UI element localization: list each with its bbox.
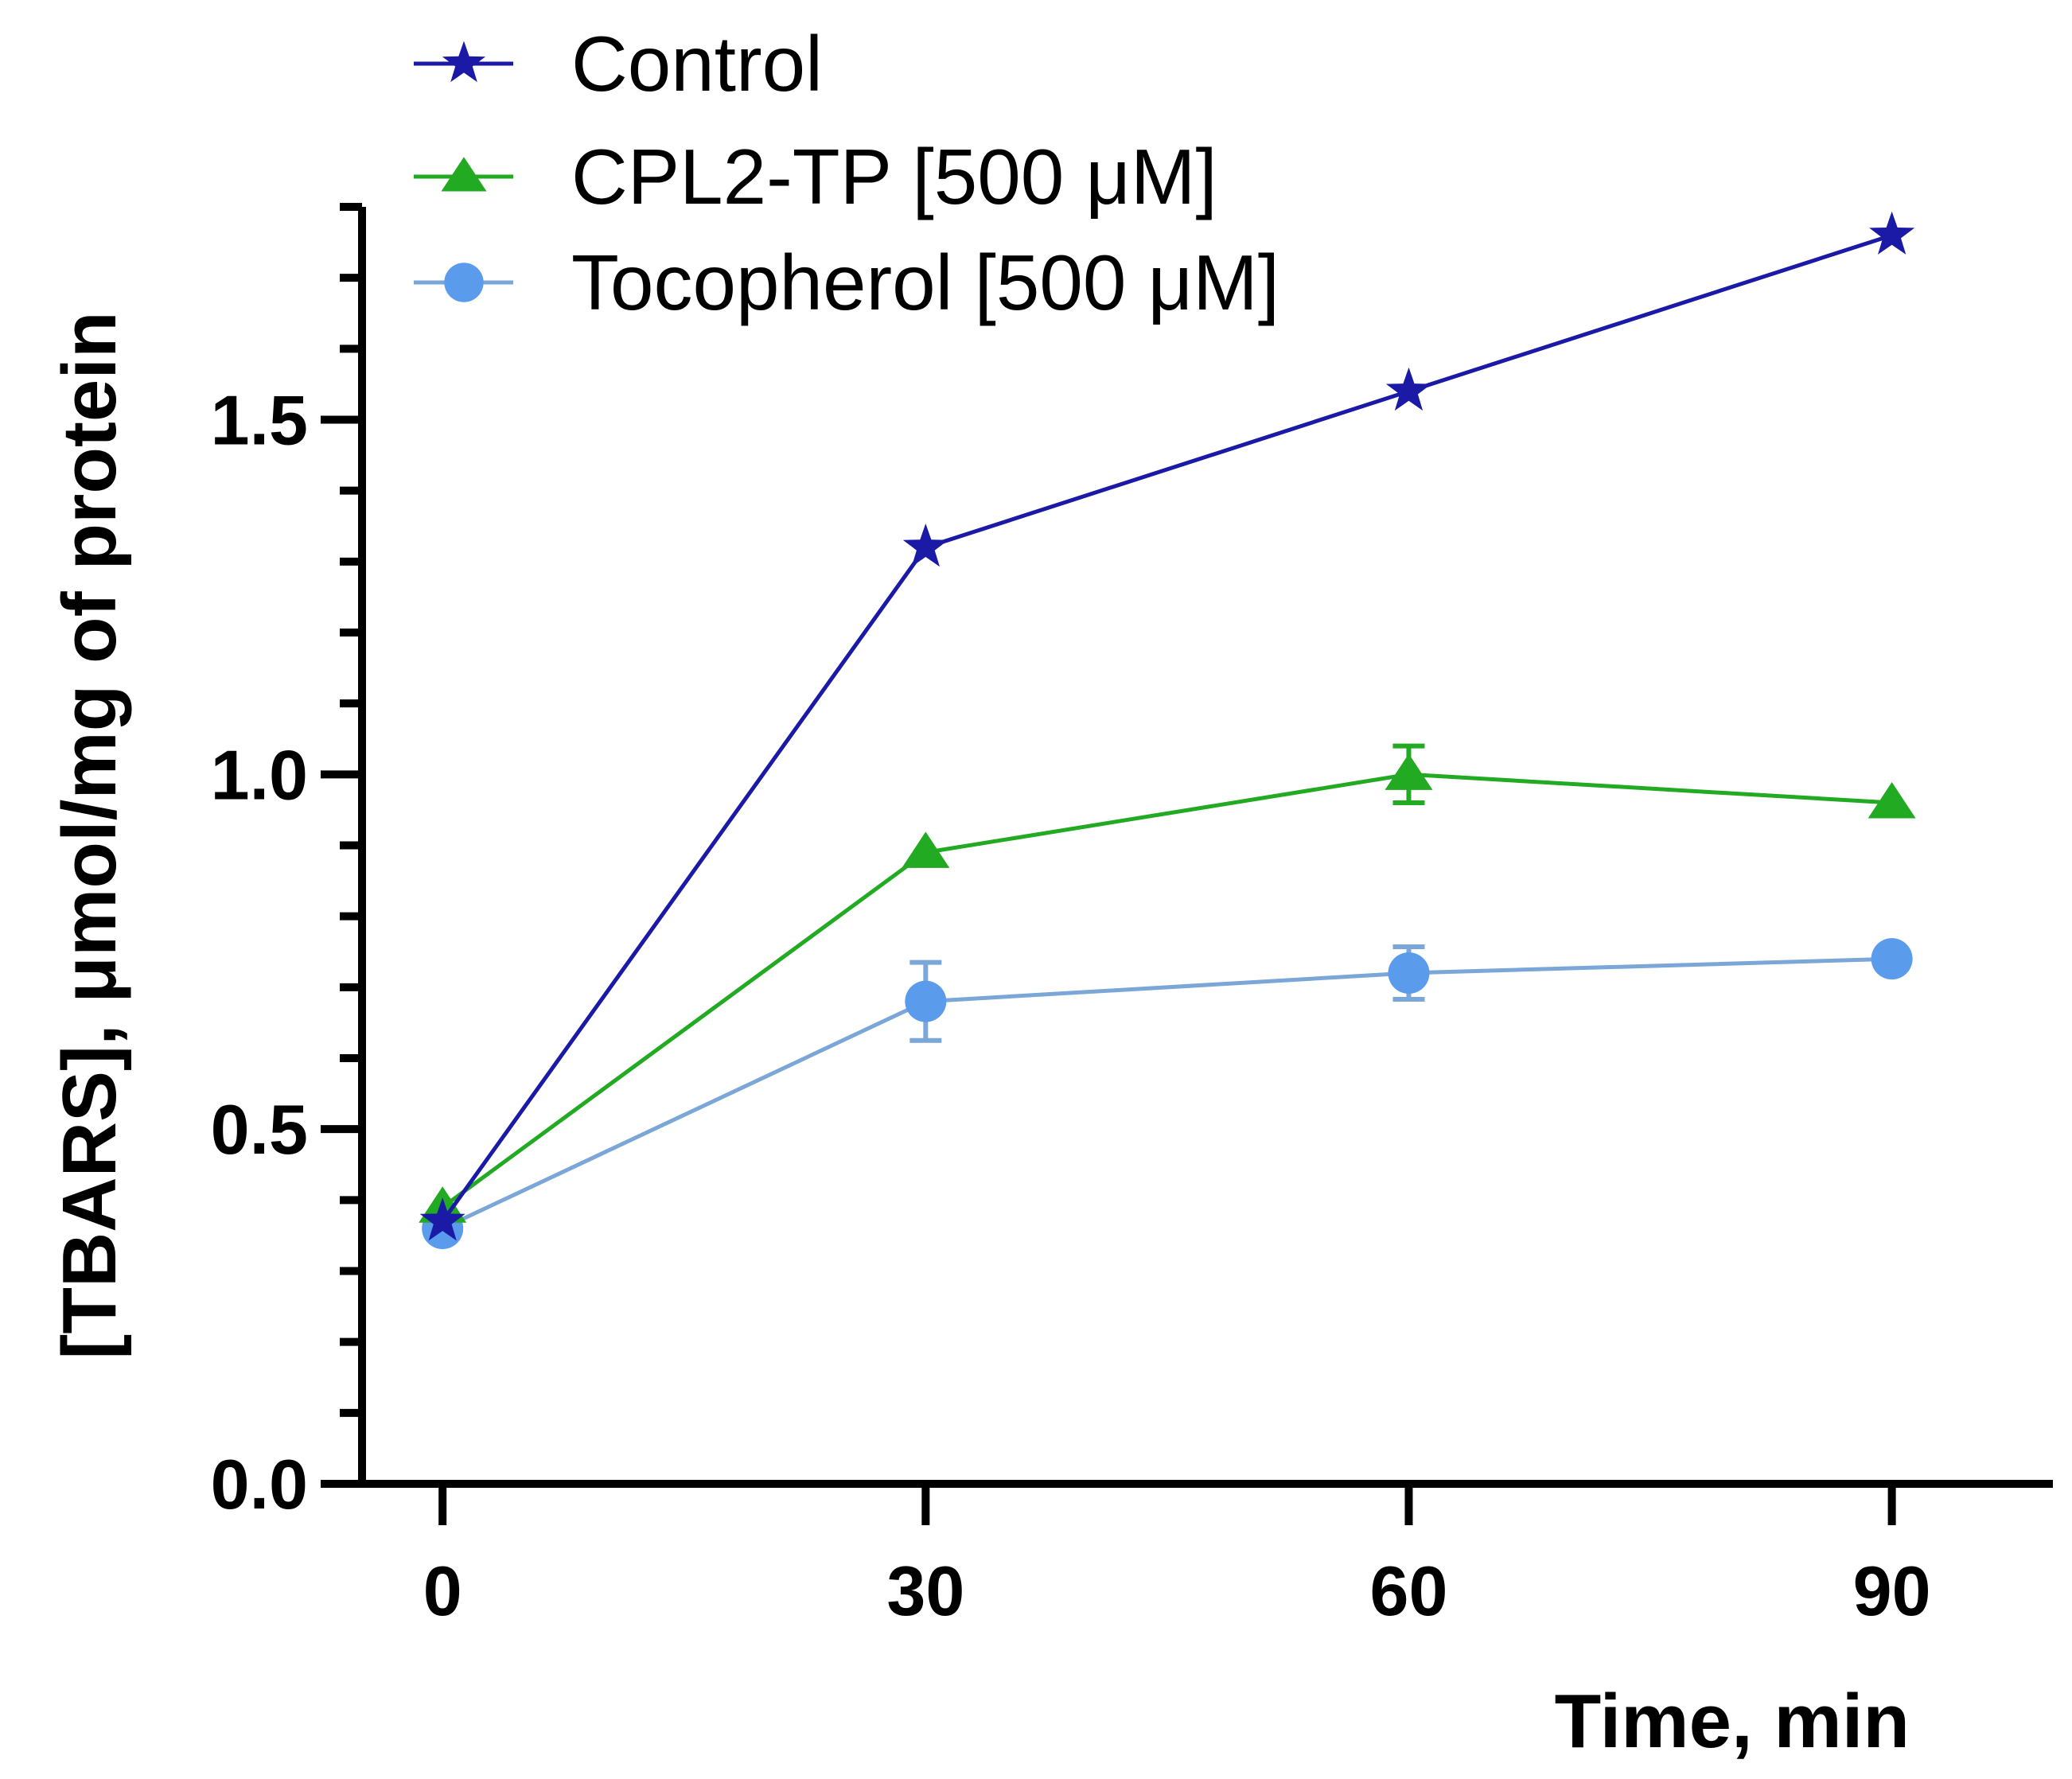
x-tick-label: 30 [886,1551,964,1630]
legend-marker [444,263,484,302]
x-tick-label: 0 [423,1551,462,1630]
series-control [419,211,1915,1241]
y-axis-ticks: 0.0 0.5 1.0 1.5 [211,203,362,1524]
y-tick-label: 1.0 [211,735,308,814]
series-line [442,956,1892,1231]
legend: Control CPL2-TP [500 μM] Tocopherol [500 μ… [414,20,1279,326]
x-axis-title: Time, min [1555,1679,1910,1764]
series-cpl2-tp [419,743,1916,1223]
legend-item: Tocopherol [500 μM] [414,239,1279,326]
data-point [1871,938,1913,980]
y-tick-label: 0.5 [211,1090,308,1169]
data-point [902,524,948,567]
y-tick-label: 1.5 [211,381,308,460]
legend-marker [442,41,486,83]
plot-area: 0.0 0.5 1.0 1.5 0 30 60 90 [211,203,2053,1630]
legend-item: Control [414,20,823,107]
series-layer [419,211,1916,1249]
legend-item: CPL2-TP [500 μM] [414,133,1217,220]
legend-marker [441,157,487,192]
legend-label: CPL2-TP [500 μM] [571,133,1217,220]
x-axis-ticks: 0 30 60 90 [423,1484,1931,1630]
data-point [1869,211,1915,255]
series-tocopherol [422,938,1913,1249]
data-point [1388,952,1430,994]
y-tick-label: 0.0 [211,1445,308,1524]
y-axis-title: [TBARS], μmol/mg of protein [47,311,132,1359]
data-point [1385,367,1431,411]
data-point [1385,753,1433,790]
data-point [1868,782,1916,819]
legend-label: Control [571,20,823,107]
x-tick-label: 60 [1370,1551,1448,1630]
series-line [441,233,1893,1223]
series-line [441,772,1892,1209]
legend-label: Tocopherol [500 μM] [571,239,1279,326]
data-point [902,831,950,868]
data-point [905,980,947,1022]
x-tick-label: 90 [1853,1551,1931,1630]
data-point [419,1197,465,1241]
